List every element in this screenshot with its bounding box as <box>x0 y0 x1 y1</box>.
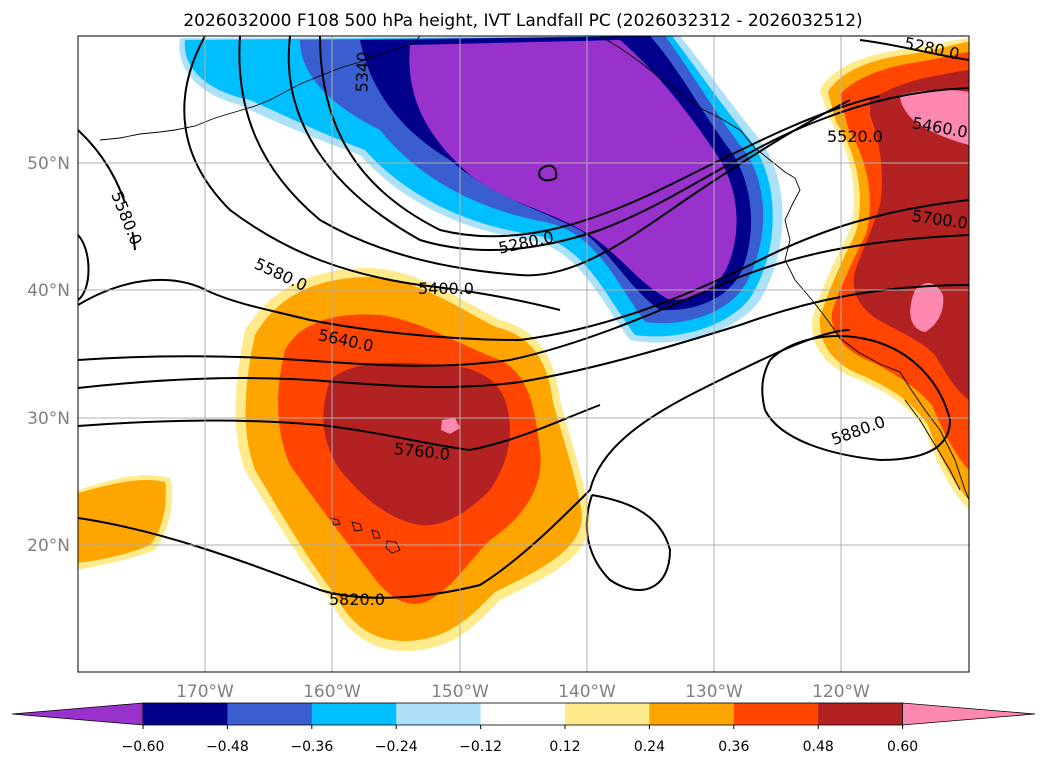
height-contours <box>78 36 969 599</box>
colorbar-extend-max <box>902 702 1036 726</box>
coast-positive-fill <box>811 38 969 510</box>
colorbar-tick-label: −0.60 <box>122 739 165 755</box>
colorbar-tick-label: 0.60 <box>887 739 918 755</box>
latitude-labels: 50°N 40°N 30°N 20°N <box>27 154 70 556</box>
lat-tick-label: 20°N <box>27 536 70 556</box>
colorbar-tick-label: −0.48 <box>206 739 249 755</box>
colorbar-extend-min <box>11 702 144 726</box>
colorbar-cells <box>11 702 1036 726</box>
colorbar-tick-label: −0.24 <box>375 739 418 755</box>
gridlines <box>78 36 969 672</box>
map-panel: 5580.0 5580.0 5640.0 5400.0 5280.0 5340 … <box>77 35 970 673</box>
colorbar-border <box>142 702 903 726</box>
colorbar-cell <box>227 703 313 725</box>
colorbar-cell <box>311 703 397 725</box>
colorbar-cell <box>143 703 228 725</box>
colorbar-cell <box>565 703 650 725</box>
lon-tick-label: 170°W <box>176 682 234 702</box>
colorbar-cell <box>649 703 735 725</box>
lon-tick-label: 150°W <box>431 682 489 702</box>
contour-label: 5820.0 <box>329 590 385 609</box>
longitude-labels: 170°W 160°W 150°W 140°W 130°W 120°W <box>176 682 870 702</box>
coastlines <box>99 36 969 554</box>
colorbar-tick-label: 0.48 <box>803 739 834 755</box>
colorbar-tick-label: 0.24 <box>634 739 665 755</box>
colorbar-tick-label: 0.36 <box>718 739 749 755</box>
lon-tick-label: 160°W <box>303 682 361 702</box>
colorbar-ticks: −0.60 −0.48 −0.36 −0.24 −0.12 0.12 0.24 0.36 0.4… <box>122 725 918 755</box>
lat-tick-label: 40°N <box>27 281 70 301</box>
lon-tick-label: 120°W <box>812 682 870 702</box>
contour-label: 5400.0 <box>418 279 474 298</box>
figure-title: 2026032000 F108 500 hPa height, IVT Land… <box>183 11 862 31</box>
colorbar-tick-label: −0.36 <box>290 739 333 755</box>
colorbar-tick-label: 0.12 <box>549 739 580 755</box>
colorbar-cell <box>733 703 819 725</box>
lat-tick-label: 30°N <box>27 409 70 429</box>
lon-tick-label: 140°W <box>558 682 616 702</box>
colorbar-cell <box>818 703 904 725</box>
colorbar-cell <box>396 703 482 725</box>
colorbar-cell <box>480 703 566 725</box>
lon-tick-label: 130°W <box>685 682 743 702</box>
negative-anomaly-fill <box>179 36 783 343</box>
colorbar-tick-label: −0.12 <box>459 739 502 755</box>
lat-tick-label: 50°N <box>27 154 70 174</box>
contour-label: 5520.0 <box>827 127 883 146</box>
colorbar: −0.60 −0.48 −0.36 −0.24 −0.12 0.12 0.24 0.36 0.4… <box>11 702 1036 755</box>
contour-label: 5340 <box>352 51 372 92</box>
